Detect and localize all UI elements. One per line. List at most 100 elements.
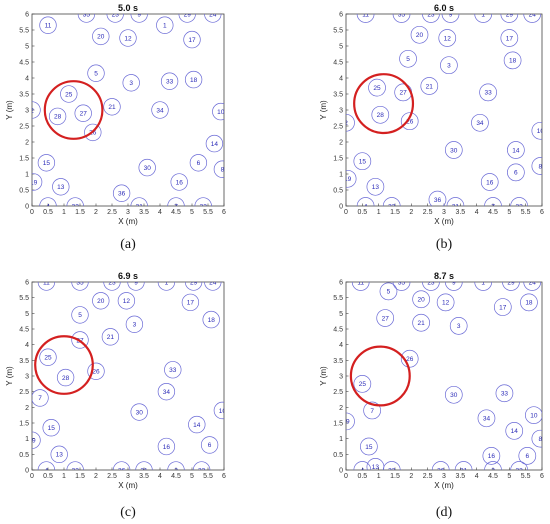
pedestrian-15: 15 <box>37 154 56 172</box>
y-tick-label: 2 <box>339 405 343 412</box>
pedestrian-17: 17 <box>493 298 512 316</box>
pedestrian-circle <box>122 74 140 92</box>
panel-caption: (b) <box>436 237 453 252</box>
pedestrian-label: 16 <box>488 453 496 460</box>
pedestrian-label: 16 <box>486 179 494 186</box>
pedestrian-9: 9 <box>127 282 145 291</box>
pedestrian-35: 35 <box>77 14 96 23</box>
pedestrian-circle <box>156 16 174 34</box>
pedestrian-circle <box>202 310 220 329</box>
x-tick-label: 3.5 <box>455 473 465 480</box>
pedestrian-25: 25 <box>60 85 78 103</box>
x-tick-label: 1.5 <box>75 473 85 480</box>
y-tick-label: 6 <box>339 280 343 287</box>
pedestrian-11: 11 <box>351 282 370 291</box>
pedestrian-5: 5 <box>87 64 105 82</box>
pedestrian-28: 28 <box>56 368 75 387</box>
pedestrian-label: 30 <box>136 409 144 416</box>
pedestrian-label: 13 <box>56 452 64 459</box>
x-tick-label: 3.5 <box>455 209 465 216</box>
pedestrian-10: 10 <box>212 102 224 121</box>
x-tick-label: 2.5 <box>107 473 117 480</box>
pedestrian-label: 30 <box>450 392 458 399</box>
pedestrian-36: 36 <box>428 190 447 206</box>
x-tick-label: 6 <box>222 209 226 216</box>
pedestrian-26: 26 <box>87 362 105 380</box>
pedestrian-24: 24 <box>523 282 542 291</box>
pedestrian-circle <box>412 290 430 309</box>
y-tick-label: 3.5 <box>333 358 343 365</box>
pedestrian-circle <box>37 154 56 172</box>
pedestrian-2: 2 <box>344 113 355 132</box>
y-tick-label: 1 <box>339 172 343 179</box>
pedestrian-circle <box>189 154 208 172</box>
pedestrian-label: 26 <box>406 119 414 126</box>
pedestrian-23: 23 <box>422 279 440 291</box>
pedestrian-circle <box>480 173 499 191</box>
y-tick-label: 5.5 <box>333 28 343 35</box>
pedestrian-22: 22 <box>192 461 211 470</box>
x-tick-label: 6 <box>222 473 226 480</box>
pedestrian-32: 32 <box>66 197 84 206</box>
y-tick-label: 0 <box>339 468 343 475</box>
pedestrian-27: 27 <box>376 309 395 327</box>
plot-area <box>345 281 543 471</box>
x-tick-label: 4 <box>158 473 162 480</box>
pedestrian-circle <box>60 85 78 103</box>
pedestrian-label: 20 <box>97 34 105 41</box>
pedestrian-9: 9 <box>444 282 463 291</box>
pedestrian-circle <box>444 385 463 404</box>
pedestrian-label: 7 <box>491 203 495 210</box>
pedestrian-label: 13 <box>57 184 65 191</box>
pedestrian-label: 24 <box>209 279 217 286</box>
pedestrian-label: 32 <box>388 203 396 210</box>
y-tick-label: 4.5 <box>333 327 343 334</box>
pedestrian-label: 26 <box>89 130 97 137</box>
pedestrian-34: 34 <box>471 113 489 132</box>
pedestrian-label: 27 <box>80 111 88 118</box>
pedestrian-circle <box>130 14 148 23</box>
pedestrian-circle <box>510 461 528 470</box>
pedestrian-34: 34 <box>157 382 176 401</box>
pedestrian-circle <box>39 16 57 34</box>
pedestrian-circle <box>353 152 372 171</box>
pedestrian-label: 2 <box>344 120 348 127</box>
highlight-ring <box>349 345 411 407</box>
pedestrian-label: 33 <box>484 90 492 97</box>
x-tick-label: 4 <box>475 209 479 216</box>
plot-area <box>31 281 225 471</box>
pedestrian-circle <box>157 282 176 291</box>
pedestrian-label: 19 <box>342 419 350 426</box>
pedestrian-circle <box>382 197 401 206</box>
pedestrian-circle <box>366 177 385 196</box>
pedestrian-33: 33 <box>495 384 514 403</box>
pedestrian-6: 6 <box>200 436 219 454</box>
pedestrian-26: 26 <box>84 123 102 142</box>
pedestrian-circle <box>130 197 148 206</box>
y-tick-label: 5.5 <box>333 295 343 302</box>
pedestrian-label: 13 <box>372 184 380 191</box>
pedestrian-11: 11 <box>356 14 375 23</box>
y-tick-label: 3.5 <box>19 92 29 99</box>
pedestrian-circle <box>422 14 440 23</box>
pedestrian-label: 18 <box>190 77 198 84</box>
pedestrian-circle <box>454 461 473 470</box>
pedestrian-circle <box>71 306 89 324</box>
y-tick-label: 4 <box>339 76 343 83</box>
pedestrian-label: 27 <box>382 315 390 322</box>
pedestrian-label: 29 <box>507 279 515 286</box>
pedestrian-12: 12 <box>436 293 455 312</box>
y-tick-label: 3 <box>339 108 343 115</box>
y-tick-label: 5 <box>339 44 343 51</box>
pedestrian-label: 23 <box>427 279 435 286</box>
pedestrian-circle <box>502 282 520 291</box>
y-tick-label: 4.5 <box>19 327 29 334</box>
y-tick-label: 1.5 <box>333 421 343 428</box>
pedestrian-label: 11 <box>43 279 50 286</box>
pedestrian-circle <box>213 401 224 420</box>
pedestrian-18: 18 <box>184 70 203 89</box>
pedestrian-6: 6 <box>189 154 208 172</box>
pedestrian-circle <box>92 27 110 46</box>
pedestrian-circle <box>523 14 542 23</box>
